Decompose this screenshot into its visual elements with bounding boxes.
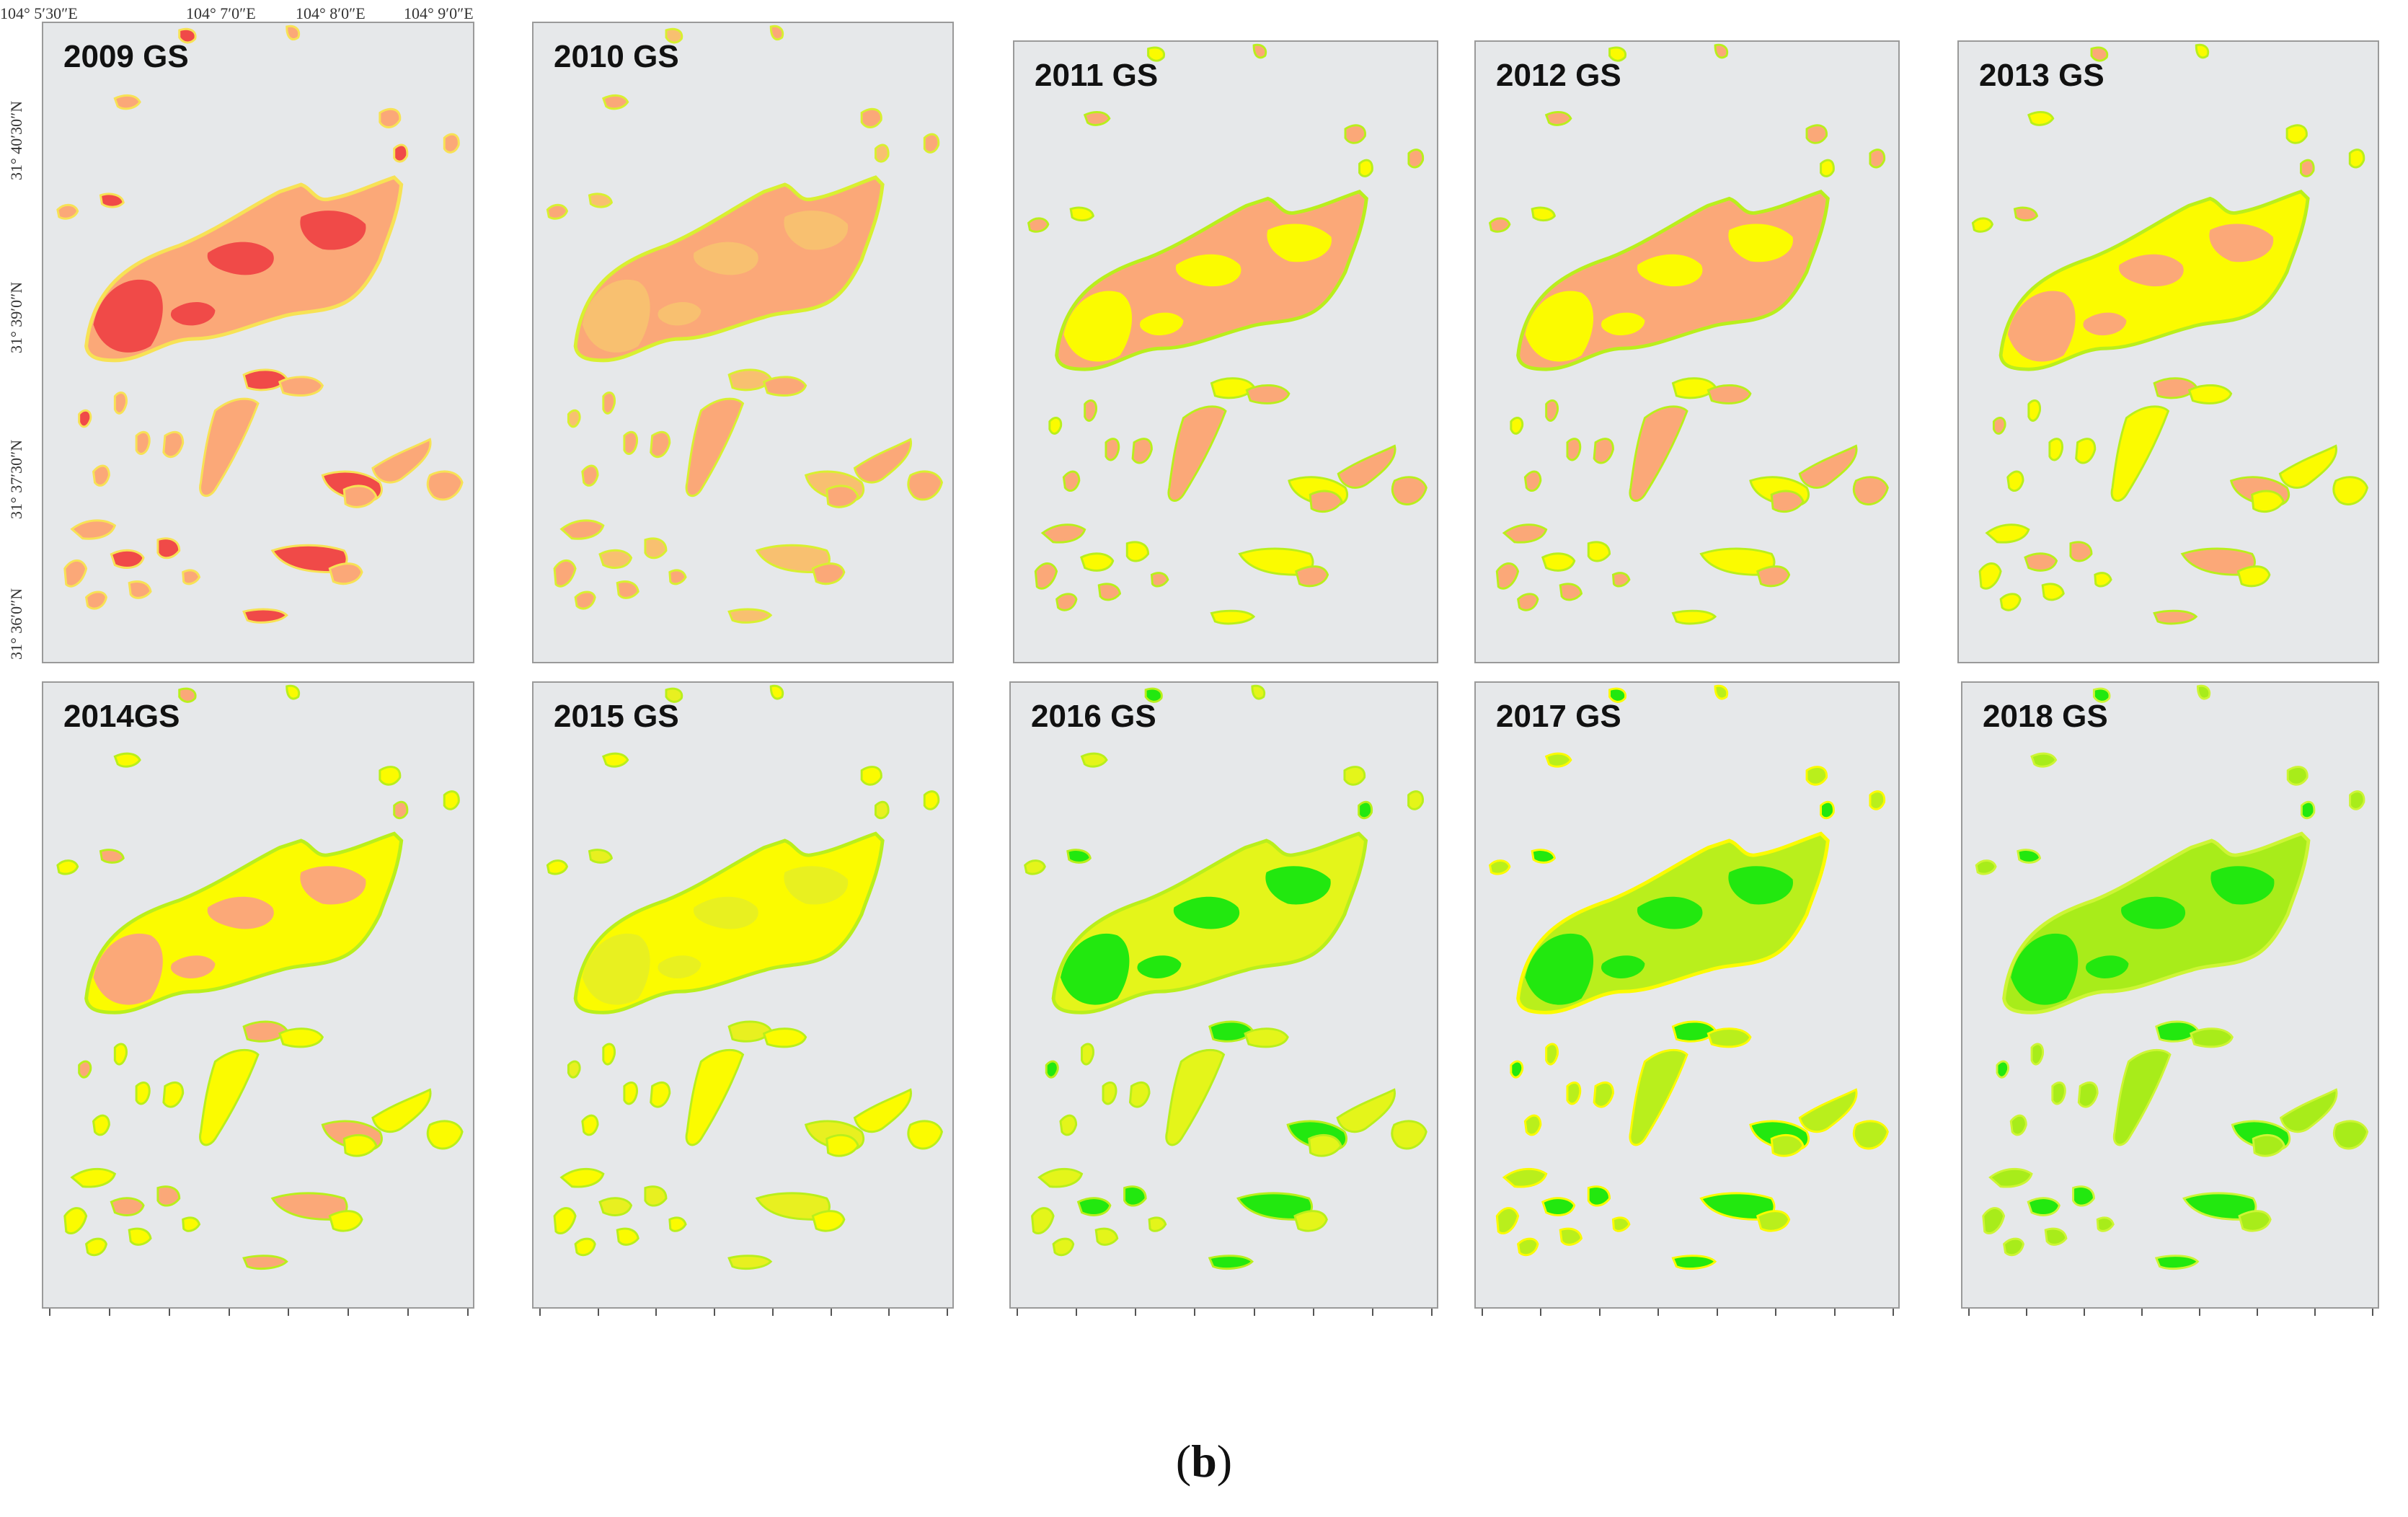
axis-tick — [407, 1309, 409, 1316]
map-panel-2015: 2015 GS — [532, 681, 954, 1309]
latitude-label: 31° 36′0″N — [7, 588, 25, 660]
land-cover-map — [546, 684, 943, 1270]
panel-label: 2015 GS — [554, 699, 679, 734]
axis-tick — [1313, 1309, 1314, 1316]
tick-row — [1474, 1309, 1900, 1316]
panel-label: 2011 GS — [1035, 58, 1159, 93]
longitude-label: 104° 8′0″E — [296, 4, 366, 22]
figure-caption: (b) — [1175, 1436, 1233, 1487]
map-panel-2016: 2016 GS — [1009, 681, 1438, 1309]
axis-tick — [1775, 1309, 1776, 1316]
map-panel-2010: 2010 GS — [532, 22, 954, 663]
axis-tick — [2141, 1309, 2143, 1316]
panel-label: 2010 GS — [554, 39, 679, 74]
axis-tick — [1540, 1309, 1541, 1316]
tick-row — [1009, 1309, 1438, 1316]
tick-row — [1961, 1309, 2379, 1316]
axis-tick — [2199, 1309, 2200, 1316]
panel-label: 2016 GS — [1031, 699, 1156, 734]
longitude-label: 104° 5′30″E — [0, 4, 78, 22]
axis-tick — [1717, 1309, 1718, 1316]
land-cover-map — [1488, 684, 1889, 1270]
axis-tick — [2372, 1309, 2373, 1316]
axis-tick — [1076, 1309, 1077, 1316]
map-panel-2018: 2018 GS — [1961, 681, 2379, 1309]
axis-tick — [2257, 1309, 2258, 1316]
panel-label: 2014GS — [63, 699, 180, 734]
map-panel-2014: 2014GS — [42, 681, 474, 1309]
land-cover-map — [1971, 43, 2368, 625]
axis-tick — [169, 1309, 170, 1316]
map-panel-2009: 2009 GS — [42, 22, 474, 663]
map-panel-2011: 2011 GS — [1013, 40, 1438, 663]
axis-tick — [598, 1309, 599, 1316]
axis-tick — [1968, 1309, 1970, 1316]
caption-letter: b — [1191, 1436, 1217, 1487]
axis-tick — [1254, 1309, 1255, 1316]
axis-tick — [888, 1309, 890, 1316]
axis-tick — [49, 1309, 50, 1316]
axis-tick — [348, 1309, 349, 1316]
axis-tick — [2026, 1309, 2027, 1316]
latitude-label: 31° 40′30″N — [7, 100, 25, 180]
panel-label: 2018 GS — [1983, 699, 2108, 734]
axis-tick — [109, 1309, 110, 1316]
axis-tick — [539, 1309, 541, 1316]
axis-tick — [2084, 1309, 2085, 1316]
land-cover-map — [1975, 684, 2369, 1270]
axis-tick — [1657, 1309, 1659, 1316]
land-cover-map — [1488, 43, 1889, 625]
axis-tick — [1834, 1309, 1836, 1316]
axis-tick — [229, 1309, 230, 1316]
axis-tick — [1893, 1309, 1894, 1316]
axis-tick — [655, 1309, 657, 1316]
axis-tick — [772, 1309, 774, 1316]
axis-tick — [831, 1309, 832, 1316]
axis-tick — [2314, 1309, 2316, 1316]
axis-tick — [1599, 1309, 1601, 1316]
longitude-label: 104° 9′0″E — [404, 4, 474, 22]
axis-tick — [1431, 1309, 1433, 1316]
panel-label: 2012 GS — [1496, 58, 1621, 93]
land-cover-map — [1024, 684, 1427, 1270]
axis-tick — [1482, 1309, 1483, 1316]
axis-tick — [1017, 1309, 1018, 1316]
axis-tick — [467, 1309, 469, 1316]
latitude-label: 31° 37′30″N — [7, 439, 25, 519]
axis-tick — [288, 1309, 289, 1316]
axis-tick — [714, 1309, 715, 1316]
tick-row — [42, 1309, 474, 1316]
panel-label: 2009 GS — [63, 39, 189, 74]
panel-label: 2013 GS — [1979, 58, 2104, 93]
panel-label: 2017 GS — [1496, 699, 1621, 734]
axis-tick — [1194, 1309, 1195, 1316]
land-cover-map — [56, 25, 464, 624]
axis-tick — [947, 1309, 948, 1316]
map-panel-2013: 2013 GS — [1957, 40, 2379, 663]
land-cover-map — [56, 684, 464, 1270]
axis-tick — [1372, 1309, 1373, 1316]
latitude-label: 31° 39′0″N — [7, 281, 25, 353]
map-panel-2012: 2012 GS — [1474, 40, 1900, 663]
land-cover-map — [546, 25, 943, 624]
axis-tick — [1135, 1309, 1136, 1316]
map-panel-2017: 2017 GS — [1474, 681, 1900, 1309]
land-cover-map — [1027, 43, 1427, 625]
longitude-label: 104° 7′0″E — [186, 4, 256, 22]
tick-row — [532, 1309, 954, 1316]
